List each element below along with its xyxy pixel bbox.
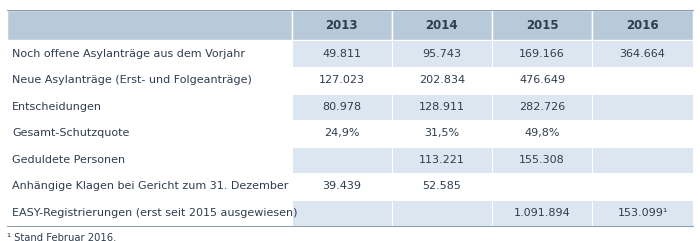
Text: 24,9%: 24,9% — [324, 128, 360, 138]
Text: 155.308: 155.308 — [519, 155, 565, 165]
Text: 127.023: 127.023 — [318, 75, 365, 85]
Text: 52.585: 52.585 — [423, 181, 461, 191]
Text: 1.091.894: 1.091.894 — [514, 208, 570, 218]
Text: Anhängige Klagen bei Gericht zum 31. Dezember: Anhängige Klagen bei Gericht zum 31. Dez… — [12, 181, 288, 191]
Text: Neue Asylanträge (Erst- und Folgeanträge): Neue Asylanträge (Erst- und Folgeanträge… — [12, 75, 252, 85]
Text: 31,5%: 31,5% — [424, 128, 459, 138]
Text: 282.726: 282.726 — [519, 102, 565, 112]
Text: 169.166: 169.166 — [519, 49, 565, 59]
Text: 2014: 2014 — [426, 19, 458, 32]
Text: 80.978: 80.978 — [322, 102, 361, 112]
Text: 128.911: 128.911 — [419, 102, 465, 112]
Text: 2015: 2015 — [526, 19, 559, 32]
Text: 2016: 2016 — [626, 19, 659, 32]
Text: 113.221: 113.221 — [419, 155, 465, 165]
Text: 364.664: 364.664 — [620, 49, 666, 59]
Text: 153.099¹: 153.099¹ — [617, 208, 668, 218]
Text: 476.649: 476.649 — [519, 75, 565, 85]
Text: Entscheidungen: Entscheidungen — [12, 102, 102, 112]
Text: 2013: 2013 — [326, 19, 358, 32]
Text: 95.743: 95.743 — [422, 49, 461, 59]
Text: 202.834: 202.834 — [419, 75, 465, 85]
Text: 49.811: 49.811 — [322, 49, 361, 59]
Text: 49,8%: 49,8% — [524, 128, 560, 138]
Text: Noch offene Asylanträge aus dem Vorjahr: Noch offene Asylanträge aus dem Vorjahr — [12, 49, 245, 59]
Text: 39.439: 39.439 — [322, 181, 361, 191]
Text: Geduldete Personen: Geduldete Personen — [12, 155, 125, 165]
Text: EASY-Registrierungen (erst seit 2015 ausgewiesen): EASY-Registrierungen (erst seit 2015 aus… — [12, 208, 297, 218]
Text: Gesamt-Schutzquote: Gesamt-Schutzquote — [12, 128, 130, 138]
Text: ¹ Stand Februar 2016.: ¹ Stand Februar 2016. — [7, 233, 116, 241]
